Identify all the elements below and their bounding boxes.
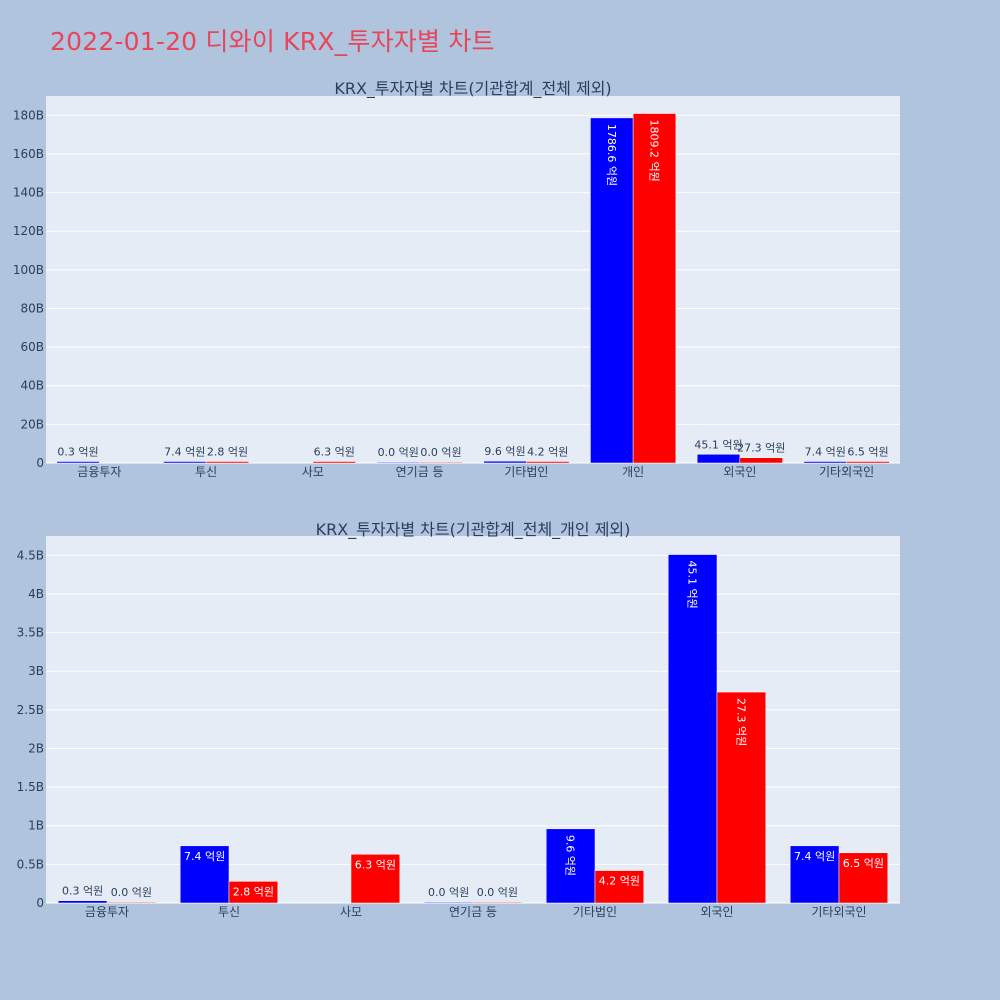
chart1-x-tick-label: 외국인 (723, 465, 756, 479)
chart1-bar-label: 7.4 억원 (164, 446, 205, 459)
chart1-bar-label: 0.0 억원 (378, 446, 419, 459)
chart2-bar-label: 7.4 억원 (794, 850, 835, 863)
chart2-x-tick-label: 금융투자 (85, 905, 129, 919)
chart2-y-tick-label: 1.5B (17, 780, 44, 794)
chart2-bar-label: 0.0 억원 (477, 886, 518, 899)
chart1-x-tick-label: 금융투자 (77, 465, 121, 479)
chart1-bar-label: 2.8 억원 (207, 446, 248, 459)
chart2-y-tick-label: 0 (36, 896, 44, 910)
chart1-bar (376, 461, 420, 464)
chart2-bar-label: 9.6 억원 (564, 835, 577, 876)
chart1-bar-label: 45.1 억원 (694, 438, 742, 451)
chart1-y-tick-label: 160B (13, 147, 44, 161)
chart1-x-tick-label: 사모 (302, 465, 324, 479)
chart2-x-tick-label: 사모 (340, 905, 362, 919)
chart1-bar (56, 461, 100, 464)
chart1-bar (590, 117, 634, 464)
chart1-y-tick-label: 120B (13, 224, 44, 238)
chart1-y-tick-label: 180B (13, 108, 44, 122)
chart1-title: KRX_투자자별 차트(기관합계_전체 제외) (334, 79, 611, 99)
chart1-x-tick-label: 연기금 등 (396, 465, 444, 479)
chart1-x-tick-label: 기타외국인 (819, 465, 874, 479)
chart2-bar-label: 4.2 억원 (599, 875, 640, 888)
chart1-bar (846, 461, 890, 464)
chart1-y-tick-label: 40B (20, 379, 44, 393)
chart1-x-tick-label: 기타법인 (504, 465, 548, 479)
chart2-bar (423, 901, 474, 904)
chart2-y-tick-label: 2B (28, 741, 44, 755)
chart1-bar-label: 0.0 억원 (420, 446, 461, 459)
chart1-bar-label: 6.5 억원 (847, 446, 888, 459)
chart2-bar (716, 691, 767, 904)
chart2-y-tick-label: 2.5B (17, 703, 44, 717)
chart1-bar (163, 461, 207, 464)
chart1-y-tick-label: 80B (20, 301, 44, 315)
chart2-x-tick-label: 기타법인 (573, 905, 617, 919)
chart1-bar-label: 6.3 억원 (314, 446, 355, 459)
chart2-bar-label: 45.1 억원 (686, 561, 699, 609)
chart2-bar (179, 845, 230, 904)
chart1-y-tick-label: 140B (13, 186, 44, 200)
chart2-plot-area (46, 536, 900, 903)
chart2-x-tick-label: 투신 (218, 905, 240, 919)
chart2-bar (789, 845, 840, 904)
chart2-bar-label: 2.8 억원 (233, 885, 274, 898)
chart2-y-tick-label: 0.5B (17, 857, 44, 871)
chart2-bar-label: 0.0 억원 (428, 886, 469, 899)
chart1-bar (696, 454, 741, 464)
chart2-bar-label: 6.5 억원 (843, 857, 884, 870)
chart1-bar (483, 460, 527, 464)
chart1-x-tick-label: 투신 (195, 465, 217, 479)
chart2-bar (545, 828, 596, 904)
chart1-plot-area (46, 96, 900, 463)
chart1-bar (803, 461, 847, 464)
chart1-bar-label: 0.3 억원 (57, 446, 98, 459)
chart2-bar (472, 901, 523, 904)
chart1-bar-label: 1786.6 억원 (605, 124, 618, 186)
chart1-y-tick-label: 0 (36, 456, 44, 470)
chart2-y-tick-label: 4.5B (17, 548, 44, 562)
chart1-bar (739, 457, 783, 464)
chart2-y-tick-label: 1B (28, 819, 44, 833)
chart2-y-tick-label: 3.5B (17, 626, 44, 640)
chart1-x-tick-label: 개인 (622, 465, 644, 479)
chart1-bar-label: 1809.2 억원 (647, 120, 660, 182)
page-title: 2022-01-20 디와이 KRX_투자자별 차트 (50, 27, 495, 56)
chart2-x-tick-label: 기타외국인 (811, 905, 866, 919)
chart1-y-tick-label: 20B (20, 417, 44, 431)
chart2-bar (228, 881, 279, 904)
chart1-bar-label: 4.2 억원 (527, 446, 568, 459)
chart2-bar-label: 6.3 억원 (355, 858, 396, 871)
chart2-bar-label: 7.4 억원 (184, 850, 225, 863)
chart2-bar (667, 554, 718, 904)
chart2-bar (594, 870, 645, 904)
chart2-title: KRX_투자자별 차트(기관합계_전체_개인 제외) (316, 520, 631, 540)
chart1-bar-label: 9.6 억원 (484, 445, 525, 458)
chart2-bar-label: 0.0 억원 (111, 886, 152, 899)
chart2-bar (106, 901, 157, 904)
chart1-bar (632, 113, 677, 464)
chart1-bar-label: 7.4 억원 (805, 446, 846, 459)
chart2-bar (350, 854, 401, 904)
chart2-y-tick-label: 3B (28, 664, 44, 678)
chart2-x-tick-label: 연기금 등 (449, 905, 497, 919)
chart1-bar (419, 461, 463, 464)
chart1-y-tick-label: 60B (20, 340, 44, 354)
chart2-bar (838, 852, 889, 904)
chart1-y-tick-label: 100B (13, 263, 44, 277)
chart2-y-tick-label: 4B (28, 587, 44, 601)
chart2-bar-label: 0.3 억원 (62, 885, 103, 898)
chart1-bar (205, 461, 250, 464)
chart1-bar (312, 461, 356, 464)
chart2-bar (57, 900, 108, 904)
chart1-bar-label: 27.3 억원 (737, 442, 785, 455)
chart2-x-tick-label: 외국인 (700, 905, 733, 919)
chart1-bar (526, 461, 570, 464)
chart2-bar-label: 27.3 억원 (734, 698, 747, 746)
